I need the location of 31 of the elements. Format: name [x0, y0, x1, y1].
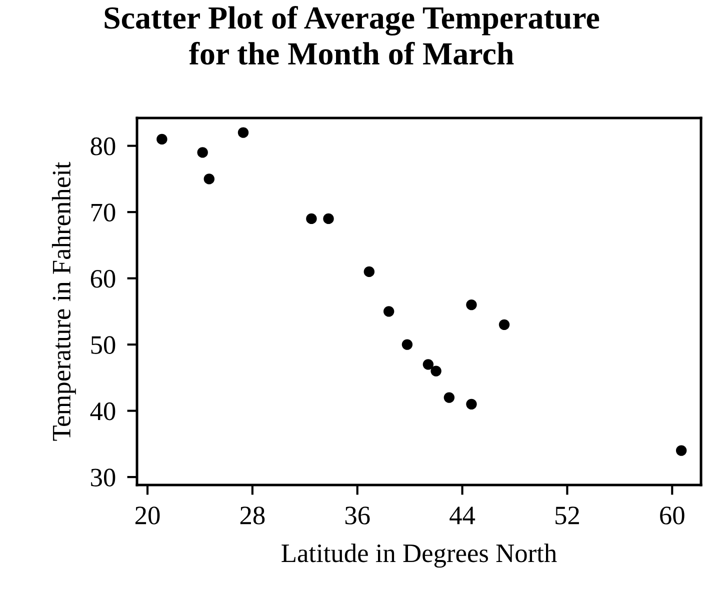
x-tick-label: 44 [450, 506, 476, 524]
point [466, 398, 477, 410]
point [306, 213, 317, 224]
point [444, 392, 455, 403]
y-axis-title: Temperature in Fahrenheit [52, 162, 76, 441]
point [238, 127, 249, 138]
point [466, 299, 477, 310]
y-tick-label: 40 [90, 402, 116, 420]
point [364, 266, 375, 278]
y-tick-label: 30 [91, 468, 116, 486]
point [430, 366, 442, 376]
point [156, 134, 168, 145]
point [422, 359, 434, 370]
x-tick-label: 60 [660, 506, 684, 524]
point [498, 319, 510, 330]
x-tick-label: 28 [240, 506, 265, 524]
point [323, 213, 334, 224]
y-tick-label: 80 [90, 137, 116, 156]
y-tick-label: 50 [91, 336, 116, 354]
point [676, 445, 687, 456]
x-tick-label: 52 [556, 506, 579, 524]
x-tick-label: 20 [135, 506, 160, 524]
y-tick-label: 60 [90, 270, 116, 288]
point [204, 174, 214, 184]
x-tick-label: 36 [345, 506, 370, 524]
point [402, 339, 413, 350]
point [197, 147, 208, 158]
y-tick-label: 70 [92, 204, 116, 222]
point [383, 306, 394, 317]
chart-title: Scatter Plot of Average Temperature for the Month of March [104, 6, 600, 65]
x-axis-title: Latitude in Degrees North [282, 544, 557, 568]
